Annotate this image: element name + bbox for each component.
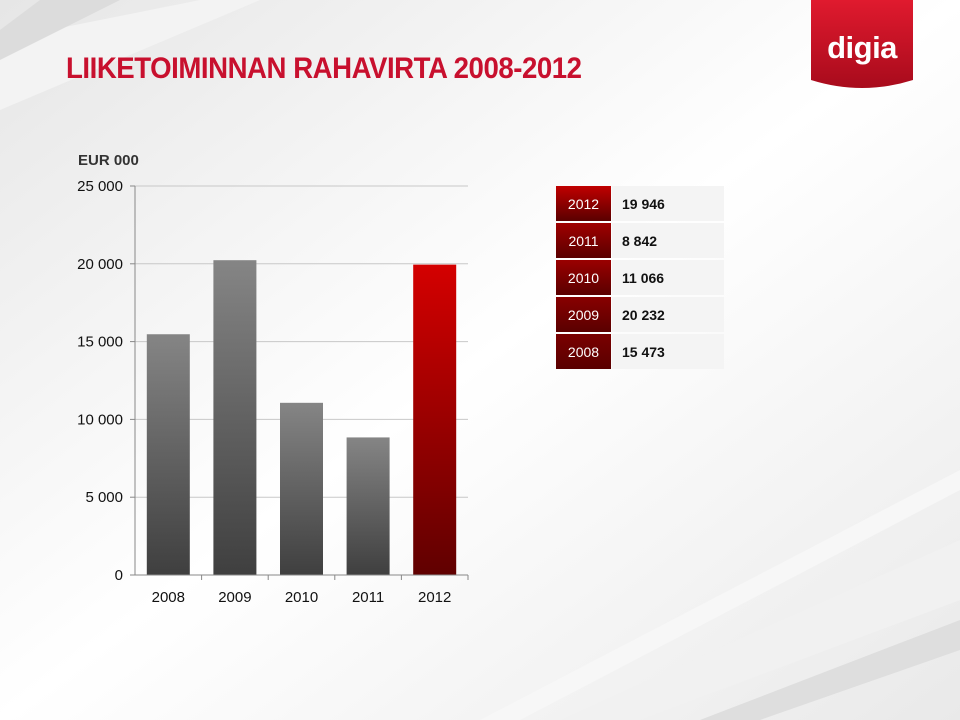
y-tick-label: 0 <box>115 567 123 584</box>
bar-2010 <box>280 402 323 575</box>
bar-2008 <box>146 334 190 575</box>
table-year-cell: 2011 <box>556 223 611 258</box>
y-tick-label: 20 000 <box>77 256 123 273</box>
table-year-cell: 2010 <box>556 260 611 295</box>
x-tick-label: 2010 <box>285 589 318 606</box>
y-tick-label: 5 000 <box>85 489 123 506</box>
y-tick-label: 15 000 <box>77 334 123 351</box>
x-tick-label: 2011 <box>352 589 384 606</box>
table-value-cell: 8 842 <box>612 223 724 258</box>
table-year-cell: 2012 <box>556 186 611 221</box>
table-value-cell: 20 232 <box>612 297 724 332</box>
digia-logo: digia <box>808 0 916 96</box>
logo-text: digia <box>827 30 897 65</box>
table-year-cell: 2008 <box>556 334 611 369</box>
table-year-cell: 2009 <box>556 297 611 332</box>
x-tick-label: 2012 <box>418 589 451 606</box>
table-row: 2008 15 473 <box>556 334 724 371</box>
table-row: 2012 19 946 <box>556 186 724 223</box>
x-tick-label: 2009 <box>218 589 251 606</box>
table-row: 2009 20 232 <box>556 297 724 334</box>
table-row: 2010 11 066 <box>556 260 724 297</box>
y-tick-label: 25 000 <box>77 178 123 195</box>
bar-2011 <box>346 437 390 575</box>
y-tick-label: 10 000 <box>77 411 123 428</box>
bar-2012 <box>413 264 457 575</box>
x-tick-label: 2008 <box>152 589 185 606</box>
page-title: LIIKETOIMINNAN RAHAVIRTA 2008-2012 <box>66 52 582 85</box>
y-axis-unit-label: EUR 000 <box>78 152 139 169</box>
table-value-cell: 11 066 <box>612 260 724 295</box>
bar-2009 <box>213 260 257 575</box>
table-value-cell: 15 473 <box>612 334 724 369</box>
values-table: 2012 19 946 2011 8 842 2010 11 066 2009 20 232 2… <box>556 186 724 371</box>
table-value-cell: 19 946 <box>612 186 724 221</box>
table-row: 2011 8 842 <box>556 223 724 260</box>
